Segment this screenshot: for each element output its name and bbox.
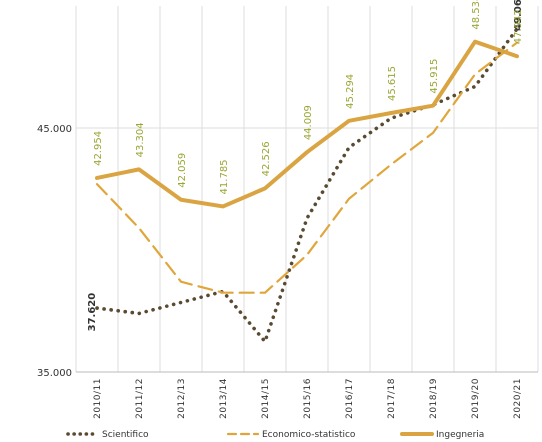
x-tick-label: 2014/15 [261,378,271,419]
series-line-economico-statistico [95,41,519,294]
x-tick-label: 2020/21 [513,378,523,419]
x-tick-label: 2013/14 [219,378,229,419]
series-line-ingegneria [95,39,519,209]
x-tick-label: 2012/13 [177,378,187,419]
data-label: 45.615 [387,66,398,101]
legend-label: Ingegneria [436,430,484,440]
x-tick-label: 2015/16 [303,378,313,419]
x-tick-label: 2018/19 [429,378,439,419]
x-tick-label: 2017/18 [387,378,397,419]
x-axis: 2010/11 2011/12 2012/13 2013/14 2014/15 2015/… [93,378,523,419]
data-label: 47.942 [513,9,524,44]
legend-label: Economico-statistico [262,430,356,440]
data-label: 45.294 [345,74,356,109]
grid [75,6,539,373]
y-tick-label: 35.000 [37,368,72,379]
data-label: 37.620 [87,293,98,332]
data-label: 44.009 [303,105,314,140]
data-label: 42.954 [93,131,104,166]
data-label: 48.538 [471,0,482,30]
data-label: 45.915 [429,59,440,94]
data-label: 41.785 [219,159,230,194]
data-label: 43.304 [135,122,146,157]
x-tick-label: 2019/20 [471,378,481,419]
series-line-scientifico [95,27,519,344]
data-labels: 37.620 49.064 42.954 43.304 42.059 41.785 42.5… [87,0,524,331]
y-axis: 35.000 45.000 [37,124,72,379]
x-tick-label: 2016/17 [345,378,355,419]
y-tick-label: 45.000 [37,124,72,135]
data-label: 49.064 [513,0,524,31]
x-tick-label: 2011/12 [135,378,145,419]
legend-label: Scientifico [102,430,149,440]
x-tick-label: 2010/11 [93,378,103,419]
series-group [95,27,519,344]
data-label: 42.059 [177,153,188,188]
legend: Scientifico Economico-statistico Ingegneri… [66,430,484,440]
data-label: 42.526 [261,141,272,176]
